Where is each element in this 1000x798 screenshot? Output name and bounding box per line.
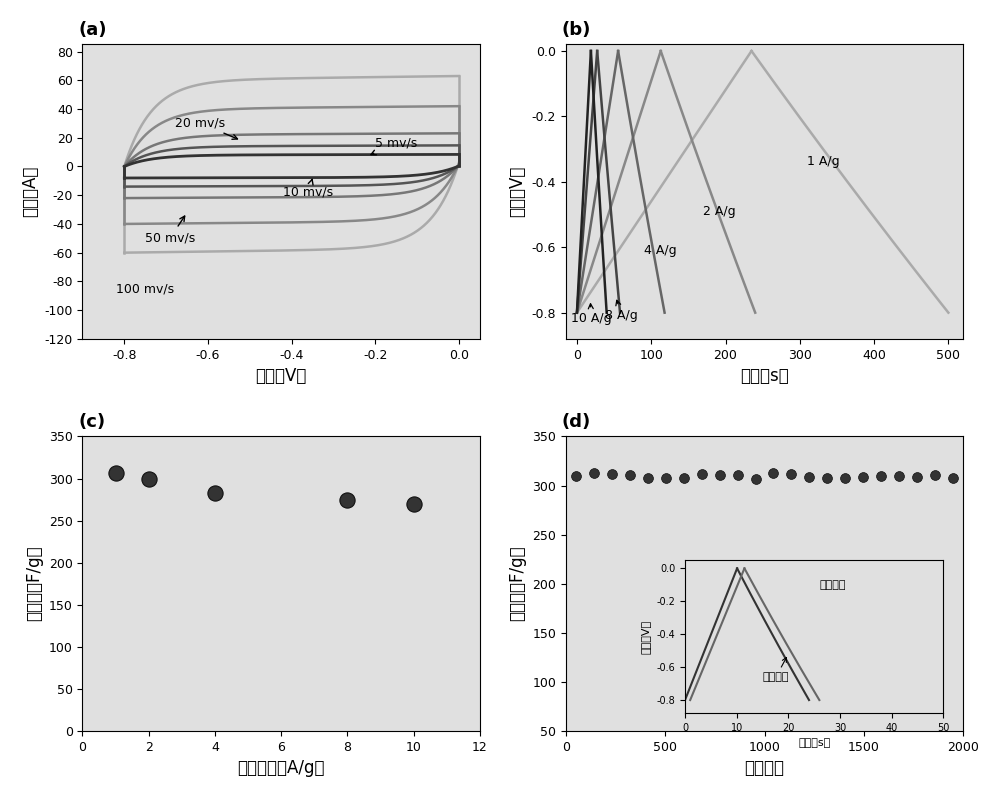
Point bbox=[141, 473, 157, 486]
Text: 2 A/g: 2 A/g bbox=[703, 204, 736, 218]
Point bbox=[819, 472, 835, 484]
Point bbox=[945, 472, 961, 484]
Text: 50 mv/s: 50 mv/s bbox=[145, 216, 195, 244]
Point bbox=[927, 468, 943, 481]
Point bbox=[765, 467, 781, 480]
Point bbox=[339, 493, 355, 506]
Text: (a): (a) bbox=[79, 21, 107, 38]
Text: 20 mv/s: 20 mv/s bbox=[175, 117, 237, 140]
Point bbox=[909, 471, 925, 484]
Point bbox=[604, 468, 620, 480]
X-axis label: 电压（V）: 电压（V） bbox=[256, 367, 307, 385]
Point bbox=[640, 472, 656, 484]
Text: 10 mv/s: 10 mv/s bbox=[283, 180, 333, 198]
Point bbox=[406, 497, 422, 510]
Point bbox=[622, 468, 638, 481]
Point bbox=[730, 468, 746, 481]
Point bbox=[855, 471, 871, 484]
Point bbox=[712, 468, 728, 481]
Point bbox=[694, 467, 710, 480]
Point bbox=[801, 471, 817, 484]
Y-axis label: 电容比（F/g）: 电容比（F/g） bbox=[509, 546, 527, 622]
Text: (d): (d) bbox=[562, 413, 591, 431]
Point bbox=[873, 469, 889, 482]
Point bbox=[658, 472, 674, 484]
Y-axis label: 电容比（F/g）: 电容比（F/g） bbox=[25, 546, 43, 622]
Y-axis label: 电压（V）: 电压（V） bbox=[508, 166, 526, 217]
Point bbox=[586, 467, 602, 480]
Point bbox=[891, 470, 907, 483]
Point bbox=[676, 472, 692, 484]
X-axis label: 循环次数: 循环次数 bbox=[745, 759, 785, 777]
Text: 100 mv/s: 100 mv/s bbox=[116, 282, 174, 296]
Text: 8 A/g: 8 A/g bbox=[605, 300, 638, 322]
X-axis label: 电流密度（A/g）: 电流密度（A/g） bbox=[237, 759, 325, 777]
Point bbox=[783, 468, 799, 480]
Point bbox=[108, 466, 124, 479]
Text: 4 A/g: 4 A/g bbox=[644, 243, 676, 257]
Y-axis label: 电流（A）: 电流（A） bbox=[21, 166, 39, 217]
Point bbox=[748, 472, 764, 485]
Text: (c): (c) bbox=[79, 413, 106, 431]
Text: (b): (b) bbox=[562, 21, 591, 38]
Text: 1 A/g: 1 A/g bbox=[807, 156, 840, 168]
Point bbox=[207, 487, 223, 500]
Point bbox=[837, 471, 853, 484]
X-axis label: 时间（s）: 时间（s） bbox=[740, 367, 789, 385]
Point bbox=[568, 470, 584, 483]
Text: 5 mv/s: 5 mv/s bbox=[371, 136, 418, 155]
Text: 10 A/g: 10 A/g bbox=[571, 304, 612, 326]
